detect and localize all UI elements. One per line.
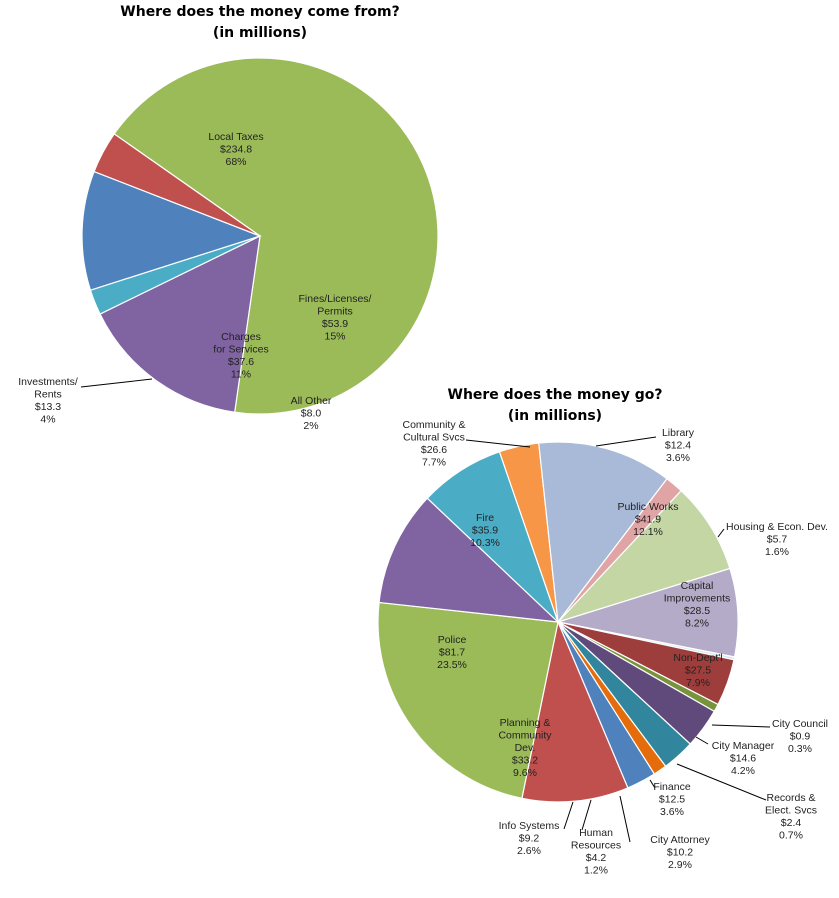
expense-label-public-works: Public Works $41.9 12.1%: [617, 501, 678, 538]
income-label-all-other: All Other $8.0 2%: [291, 395, 332, 432]
income-leader-investments-rents: [80, 378, 153, 388]
expense-label-human-resources: Human Resources $4.2 1.2%: [571, 827, 621, 877]
expense-leader-housing-econ-dev: [717, 528, 725, 538]
expense-leader-city-manager: [695, 736, 709, 745]
expense-slice-public-works: [538, 441, 668, 624]
expense-label-non-dept-l: Non-Dept'l $27.5 7.9%: [673, 652, 722, 689]
expense-slice-police: [377, 601, 559, 800]
income-chart-subtitle: (in millions): [212, 25, 308, 41]
expense-chart-subtitle: (in millions): [507, 408, 603, 424]
expense-chart-title-line: Where does the money go?: [447, 387, 663, 403]
expense-label-records-elect-svcs: Records & Elect. Svcs $2.4 0.7%: [765, 792, 817, 842]
expense-label-police: Police $81.7 23.5%: [437, 634, 467, 671]
expense-label-community-cultural-svcs: Community & Cultural Svcs $26.6 7.7%: [402, 419, 465, 469]
income-slice-fines-licenses-permits: [99, 234, 261, 413]
expense-leader-info-systems: [563, 801, 574, 830]
expense-leader-city-council: [711, 724, 771, 728]
expense-label-city-attorney: City Attorney $10.2 2.9%: [650, 834, 710, 871]
income-chart-title: Where does the money come from? (in mill…: [50, 2, 470, 44]
income-label-investments-rents: Investments/Rents $13.3 4%: [18, 376, 78, 426]
expense-label-library: Library $12.4 3.6%: [662, 427, 695, 464]
income-pie: [81, 57, 439, 415]
expense-label-city-council: City Council $0.9 0.3%: [772, 718, 828, 755]
expense-label-finance: Finance $12.5 3.6%: [653, 781, 691, 818]
income-slice-local-taxes: [113, 57, 439, 415]
expense-leader-human-resources: [581, 799, 592, 831]
income-slice-charges-for-services: [81, 170, 262, 291]
income-label-fines-licenses-permits: Fines/Licenses/Permits $53.9 15%: [299, 293, 372, 343]
expense-leader-city-attorney: [619, 795, 631, 843]
expense-label-info-systems: Info Systems $9.2 2.6%: [499, 820, 560, 857]
expense-leader-records-elect-svcs: [676, 763, 767, 801]
expense-chart-title: Where does the money go? (in millions): [400, 385, 710, 427]
expense-pie: [377, 441, 739, 803]
income-label-local-taxes: Local Taxes $234.8 68%: [208, 131, 263, 168]
expense-slice-capital-improvements: [556, 489, 731, 624]
expense-slice-community-cultural-svcs: [426, 451, 559, 623]
expense-leader-library: [595, 436, 657, 447]
expense-label-planning-community-dev: Planning & Community Dev. $33.2 9.6%: [498, 717, 552, 779]
income-slice-investments-rents: [93, 133, 261, 237]
income-chart-title-line: Where does the money come from?: [120, 4, 400, 20]
expense-label-city-manager: City Manager $14.6 4.2%: [712, 740, 775, 777]
expense-slice-non-dept-l: [557, 567, 739, 658]
income-label-charges-for-services: Charges for Services $37.6 11%: [213, 331, 268, 381]
expense-label-fire: Fire $35.9 10.3%: [470, 512, 500, 549]
expense-slice-planning-community-dev: [521, 619, 629, 803]
expense-leader-community-cultural-svcs: [465, 439, 531, 448]
expense-slice-fire: [378, 497, 560, 623]
expense-label-capital-improvements: Capital Improvements $28.5 8.2%: [664, 580, 731, 630]
expense-leader-finance: [649, 779, 656, 789]
expense-label-housing-econ-dev: Housing & Econ. Dev. $5.7 1.6%: [726, 521, 828, 558]
